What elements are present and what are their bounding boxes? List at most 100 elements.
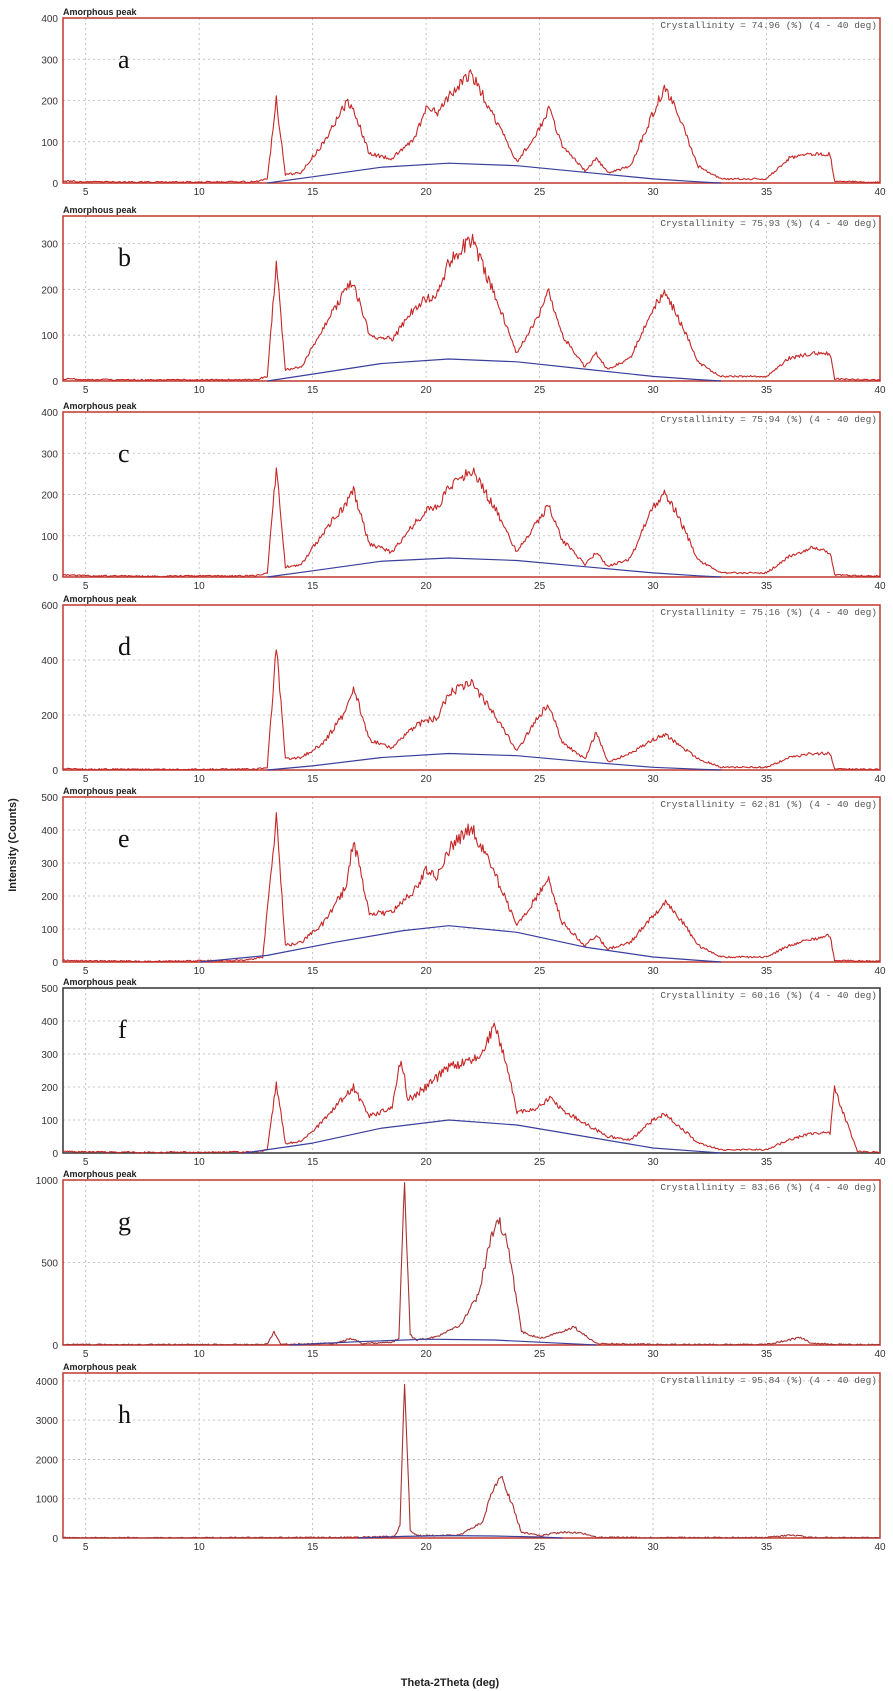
panel-title: Amorphous peak: [63, 401, 138, 411]
y-tick-label: 0: [52, 179, 58, 190]
x-tick-label: 30: [647, 187, 659, 198]
y-tick-label: 100: [41, 138, 58, 149]
y-tick-label: 0: [52, 573, 58, 584]
x-tick-label: 5: [83, 187, 89, 198]
y-tick-label: 200: [41, 285, 58, 296]
y-tick-label: 0: [52, 1534, 58, 1545]
panel-title: Amorphous peak: [63, 1362, 138, 1372]
amorphous-baseline-line: [199, 925, 722, 963]
y-tick-label: 3000: [36, 1416, 59, 1427]
x-tick-label: 5: [83, 1349, 89, 1360]
x-tick-label: 35: [761, 774, 773, 785]
x-tick-label: 10: [194, 774, 206, 785]
x-tick-label: 40: [874, 187, 886, 198]
y-tick-label: 300: [41, 240, 58, 251]
y-tick-label: 400: [41, 408, 58, 419]
x-tick-label: 15: [307, 1349, 319, 1360]
panel-label: d: [118, 632, 131, 661]
x-tick-label: 20: [421, 1157, 433, 1168]
x-tick-label: 30: [647, 966, 659, 977]
panel-label: g: [118, 1207, 131, 1236]
crystallinity-annotation: Crystallinity = 75.16 (%) (4 - 40 deg): [660, 607, 877, 618]
x-tick-label: 15: [307, 1542, 319, 1553]
amorphous-baseline-line: [267, 358, 722, 382]
x-tick-label: 15: [307, 581, 319, 592]
y-tick-label: 100: [41, 1116, 58, 1127]
y-tick-label: 300: [41, 859, 58, 870]
x-tick-label: 35: [761, 187, 773, 198]
diffraction-pattern-line: [62, 1383, 880, 1539]
y-tick-label: 300: [41, 1050, 58, 1061]
x-tick-label: 40: [874, 966, 886, 977]
x-tick-label: 35: [761, 385, 773, 396]
x-tick-label: 10: [194, 1157, 206, 1168]
y-tick-label: 100: [41, 532, 58, 543]
x-tick-label: 5: [83, 774, 89, 785]
crystallinity-annotation: Crystallinity = 83.66 (%) (4 - 40 deg): [660, 1182, 877, 1193]
x-tick-label: 10: [194, 1542, 206, 1553]
x-tick-label: 40: [874, 774, 886, 785]
x-tick-label: 30: [647, 1349, 659, 1360]
x-tick-label: 10: [194, 187, 206, 198]
x-tick-label: 25: [534, 1542, 546, 1553]
x-tick-label: 15: [307, 1157, 319, 1168]
y-tick-label: 0: [52, 377, 58, 388]
x-tick-label: 10: [194, 966, 206, 977]
x-tick-label: 20: [421, 1542, 433, 1553]
x-tick-label: 20: [421, 1349, 433, 1360]
y-tick-label: 200: [41, 97, 58, 108]
amorphous-baseline-line: [267, 557, 722, 578]
x-tick-label: 30: [647, 1542, 659, 1553]
x-tick-label: 30: [647, 774, 659, 785]
x-tick-label: 30: [647, 385, 659, 396]
x-tick-label: 25: [534, 187, 546, 198]
plot-frame: [62, 215, 881, 382]
diffraction-pattern-line: [62, 233, 880, 382]
panel-label: h: [118, 1400, 131, 1429]
panel-title: Amorphous peak: [63, 977, 138, 987]
diffraction-pattern-line: [62, 467, 881, 578]
panel-g: 5 10 15 20 25 30 35 40 0 500 1000 Amorphous peak g Cr…: [36, 1169, 886, 1360]
x-tick-label: 10: [194, 1349, 206, 1360]
x-tick-label: 10: [194, 581, 206, 592]
y-tick-label: 600: [41, 601, 58, 612]
x-tick-label: 20: [421, 581, 433, 592]
x-tick-label: 5: [83, 581, 89, 592]
x-tick-label: 15: [307, 187, 319, 198]
crystallinity-annotation: Crystallinity = 60.16 (%) (4 - 40 deg): [660, 990, 877, 1001]
x-tick-label: 40: [874, 1542, 886, 1553]
panel-h: 5 10 15 20 25 30 35 40 0 1000 2000 3000 4000 Amorphou…: [36, 1362, 886, 1553]
diffraction-pattern-line: [62, 1022, 881, 1154]
y-tick-label: 1000: [36, 1176, 59, 1187]
y-tick-label: 0: [52, 958, 58, 969]
amorphous-baseline-line: [267, 162, 722, 184]
crystallinity-annotation: Crystallinity = 95.84 (%) (4 - 40 deg): [660, 1375, 877, 1386]
y-tick-label: 200: [41, 892, 58, 903]
x-tick-label: 25: [534, 966, 546, 977]
x-tick-label: 5: [83, 966, 89, 977]
panel-label: e: [118, 824, 130, 853]
y-tick-label: 400: [41, 826, 58, 837]
x-tick-label: 5: [83, 1542, 89, 1553]
amorphous-baseline-line: [289, 1338, 597, 1346]
panel-label: f: [118, 1015, 127, 1044]
crystallinity-annotation: Crystallinity = 62.81 (%) (4 - 40 deg): [660, 799, 877, 810]
panel-title: Amorphous peak: [63, 1169, 138, 1179]
y-tick-label: 500: [41, 1259, 58, 1270]
x-tick-label: 35: [761, 1349, 773, 1360]
plot-frame: [62, 1372, 881, 1539]
y-tick-label: 200: [41, 491, 58, 502]
x-tick-label: 15: [307, 774, 319, 785]
y-tick-label: 0: [52, 1149, 58, 1160]
x-tick-label: 25: [534, 581, 546, 592]
panel-label: b: [118, 243, 131, 272]
y-tick-label: 400: [41, 656, 58, 667]
y-tick-label: 0: [52, 1341, 58, 1352]
plot-frame: [62, 17, 881, 184]
crystallinity-annotation: Crystallinity = 75.94 (%) (4 - 40 deg): [660, 414, 877, 425]
x-tick-label: 20: [421, 774, 433, 785]
x-tick-label: 40: [874, 1157, 886, 1168]
diffraction-pattern-line: [62, 649, 881, 771]
